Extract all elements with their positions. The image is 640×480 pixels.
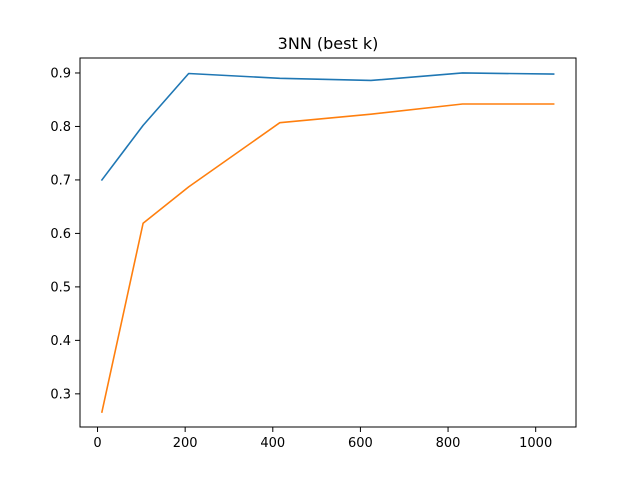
x-tick-label: 1000: [519, 436, 552, 451]
x-tick-label: 400: [260, 436, 285, 451]
x-axis-ticks: 0 200 400 600 800 1000: [93, 427, 552, 451]
y-tick-label: 0.9: [50, 66, 71, 81]
y-tick-label: 0.5: [50, 280, 71, 295]
x-tick-label: 800: [436, 436, 461, 451]
series-line-1: [100, 72, 555, 182]
x-tick-label: 600: [348, 436, 373, 451]
x-tick-label: 0: [93, 436, 101, 451]
chart-title: 3NN (best k): [278, 34, 379, 53]
y-tick-label: 0.8: [50, 120, 71, 135]
plot-area-frame: [79, 57, 577, 428]
y-tick-label: 0.4: [50, 334, 71, 349]
x-tick-label: 200: [173, 436, 198, 451]
y-tick-label: 0.6: [50, 227, 71, 242]
y-axis-ticks: 0.3 0.4 0.5 0.6 0.7 0.8 0.9: [50, 66, 80, 402]
y-tick-label: 0.7: [50, 173, 71, 188]
series-layer: [100, 72, 555, 413]
series-line-2: [100, 103, 555, 413]
y-tick-label: 0.3: [50, 387, 71, 402]
